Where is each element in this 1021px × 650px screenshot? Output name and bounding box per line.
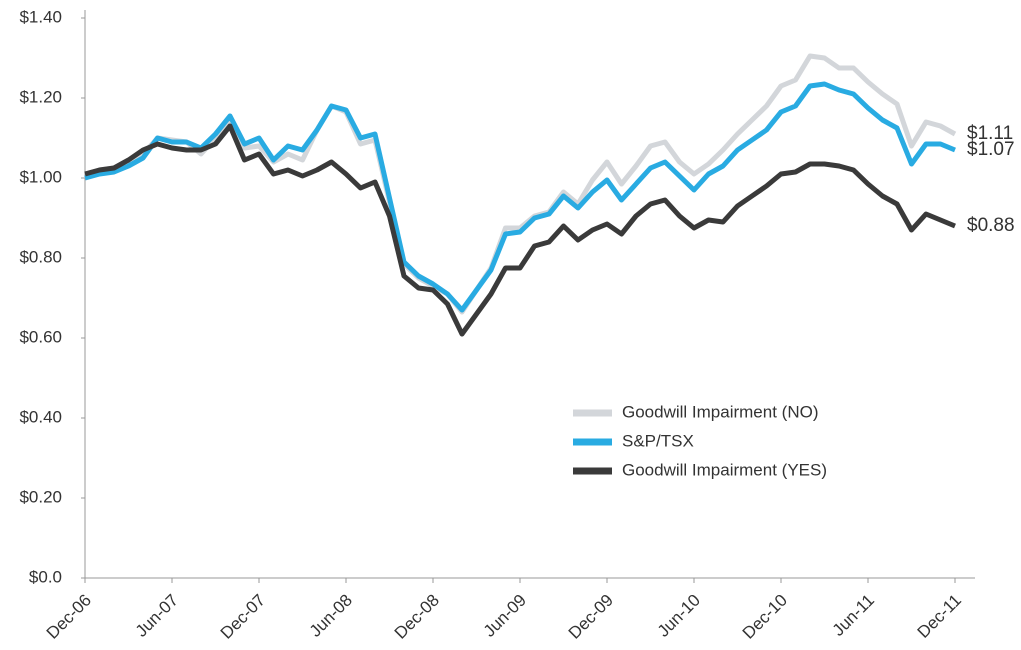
legend-label: S&P/TSX bbox=[622, 431, 694, 450]
end-label: $0.88 bbox=[967, 215, 1015, 236]
y-tick-label: $1.00 bbox=[19, 167, 62, 186]
series-line bbox=[84, 123, 956, 337]
end-label: $1.07 bbox=[967, 139, 1015, 160]
x-tick-label: Dec-06 bbox=[43, 591, 95, 643]
series-line bbox=[84, 81, 956, 313]
y-tick-label: $1.40 bbox=[19, 7, 62, 26]
series-line bbox=[83, 53, 957, 315]
legend-label: Goodwill Impairment (NO) bbox=[622, 402, 819, 421]
x-tick-label: Dec-11 bbox=[914, 591, 965, 642]
y-tick-label: $0.0 bbox=[29, 567, 62, 586]
y-tick-label: $0.40 bbox=[19, 407, 62, 426]
y-tick-label: $0.80 bbox=[19, 247, 62, 266]
y-tick-label: $0.20 bbox=[19, 487, 62, 506]
x-tick-label: Jun-08 bbox=[306, 591, 356, 641]
x-tick-label: Dec-08 bbox=[391, 591, 443, 643]
legend: Goodwill Impairment (NO) S&P/TSX Goodwill … bbox=[573, 402, 827, 479]
y-tick-label: $1.20 bbox=[19, 87, 62, 106]
x-tick-label: Jun-11 bbox=[829, 591, 878, 640]
end-label: $1.11 bbox=[967, 123, 1013, 144]
x-tick-label: Jun-10 bbox=[654, 591, 704, 641]
x-tick-label: Dec-09 bbox=[565, 591, 617, 643]
x-tick-label: Jun-09 bbox=[480, 591, 530, 641]
y-tick-label: $0.60 bbox=[19, 327, 62, 346]
x-tick-label: Dec-07 bbox=[217, 591, 269, 643]
legend-label: Goodwill Impairment (YES) bbox=[622, 460, 827, 479]
x-tick-label: Dec-10 bbox=[739, 591, 791, 643]
x-tick-label: Jun-07 bbox=[132, 591, 182, 641]
